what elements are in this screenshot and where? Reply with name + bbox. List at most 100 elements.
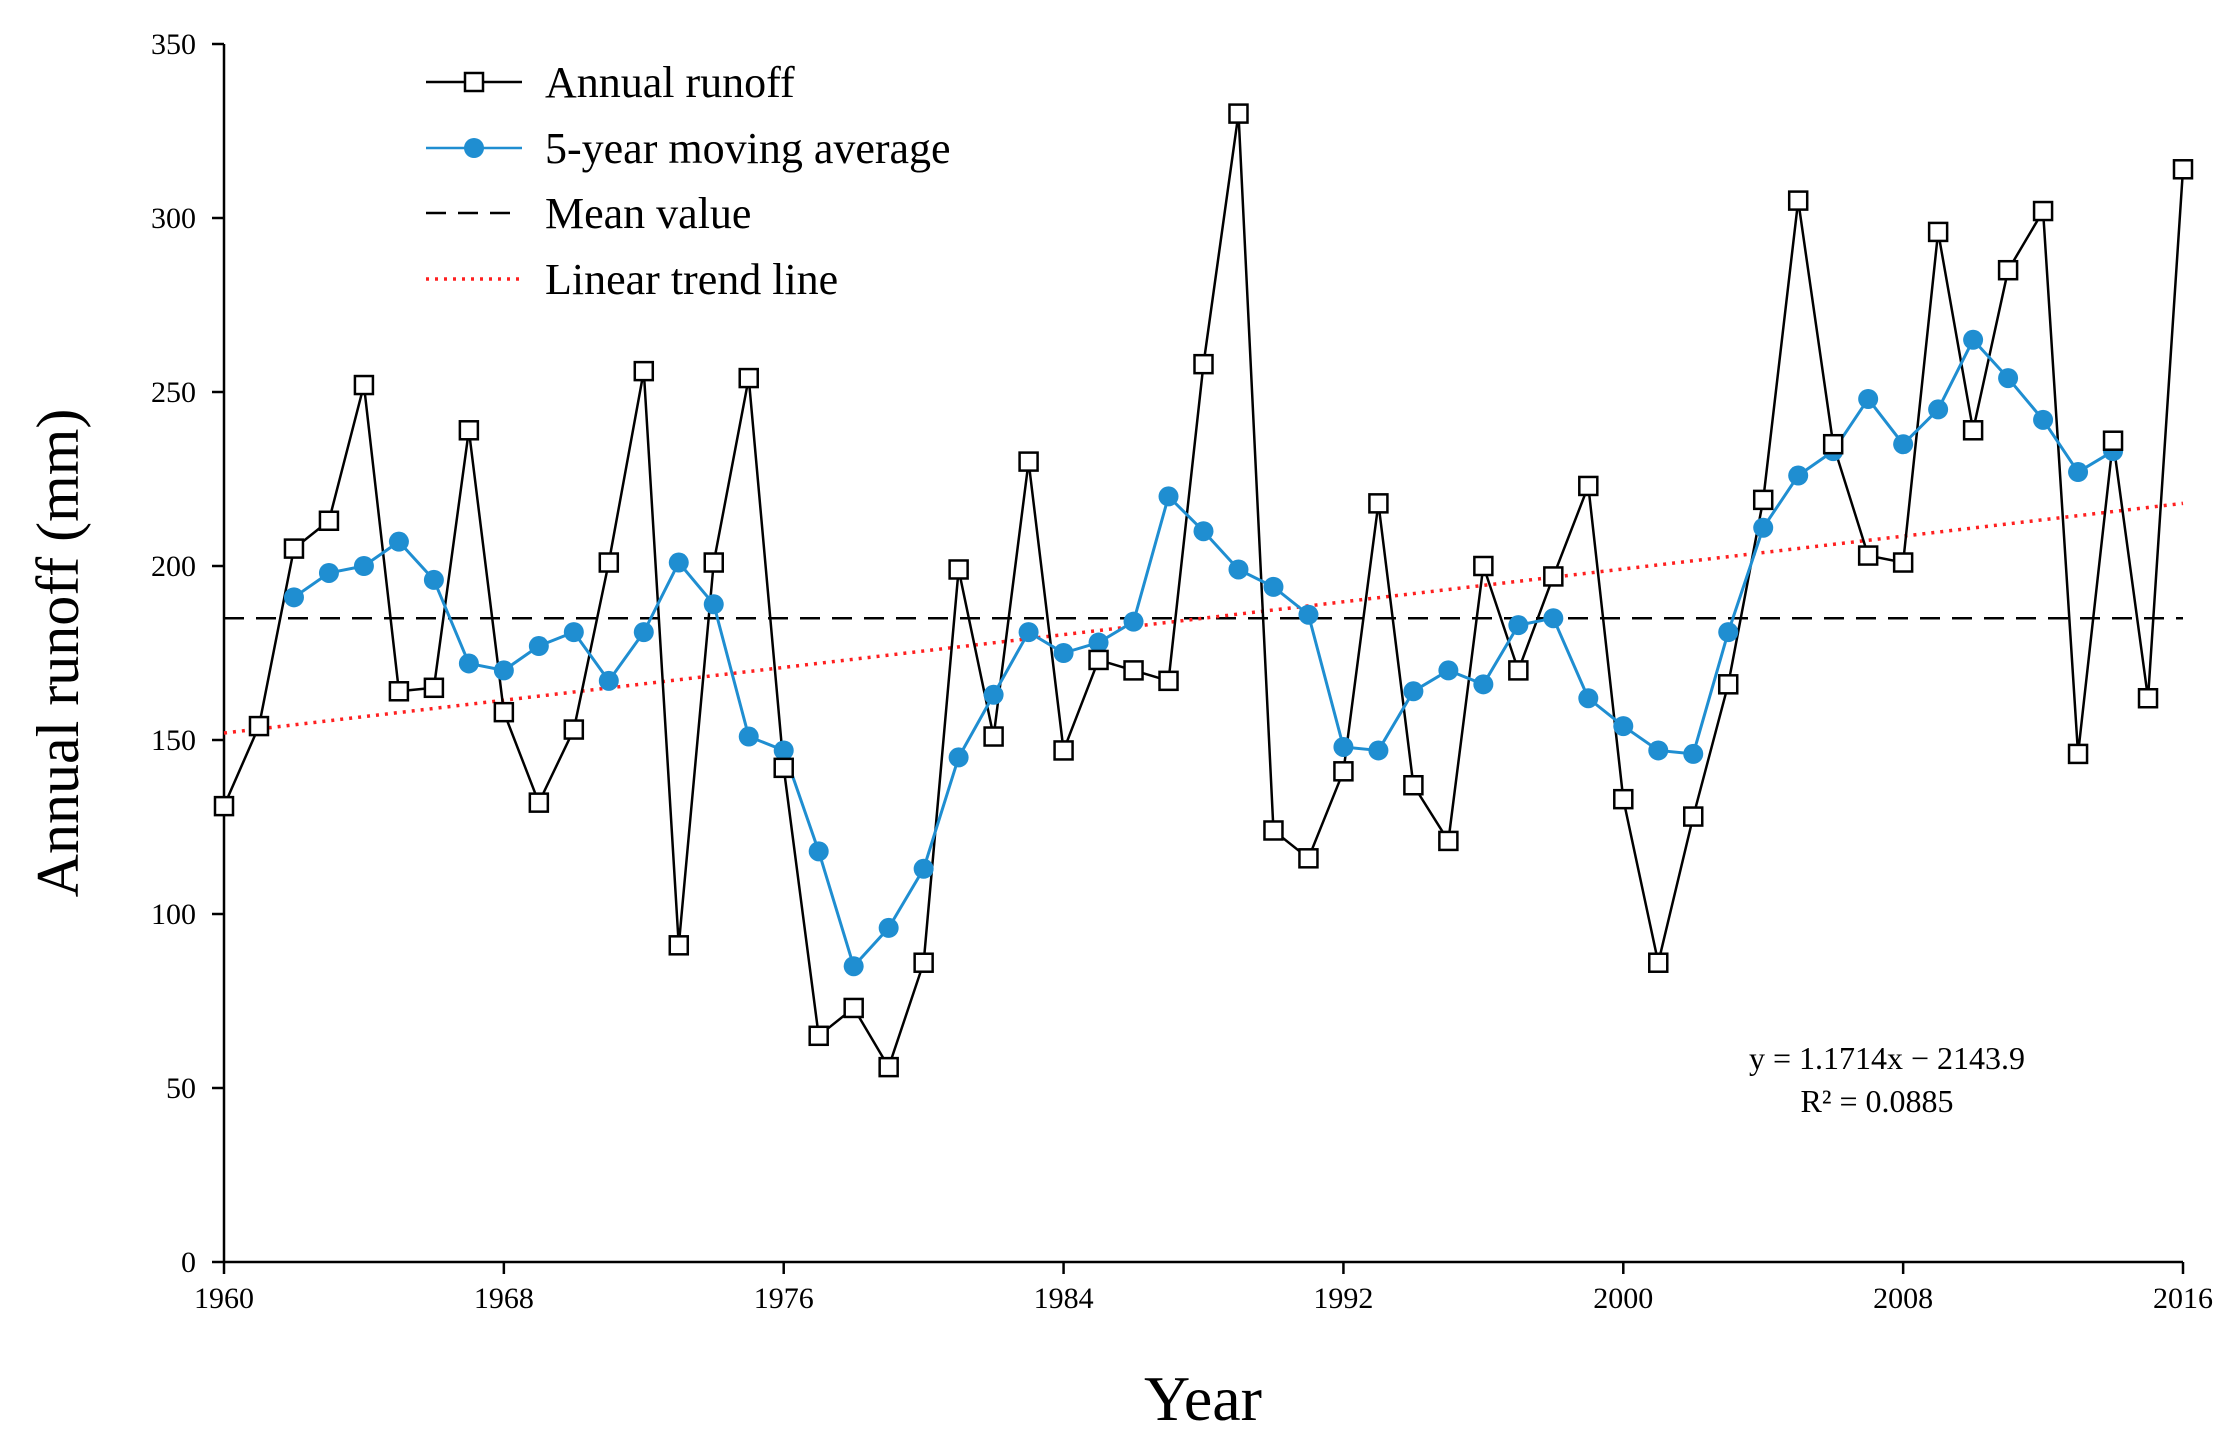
moving-average-point xyxy=(2068,462,2089,483)
y-tick-label: 50 xyxy=(166,1072,196,1105)
series-lines xyxy=(222,112,2185,1069)
moving-average-point xyxy=(1963,329,1984,350)
moving-average-point xyxy=(703,594,724,615)
x-tick-label: 1968 xyxy=(474,1282,534,1315)
annual-runoff-point xyxy=(1298,848,1319,869)
moving-average-point xyxy=(1123,611,1144,632)
moving-average-point xyxy=(318,562,339,583)
moving-average-point xyxy=(808,841,829,862)
moving-average-point xyxy=(1683,743,1704,764)
annual-runoff-point xyxy=(388,681,410,702)
annual-runoff-point xyxy=(1683,806,1704,827)
annual-runoff-point xyxy=(598,552,620,573)
annual-runoff-point xyxy=(1962,420,1984,441)
moving-average-point xyxy=(1998,368,2019,389)
annual-runoff-point xyxy=(1158,670,1179,692)
moving-average-point xyxy=(598,670,619,691)
annual-runoff-line xyxy=(222,112,2185,1069)
series-markers xyxy=(213,103,2194,1078)
y-axis-title: Annual runoff (mm) xyxy=(25,409,91,898)
moving-average-point xyxy=(668,552,689,573)
y-axis-ticks: 0 50 100 150 200 250 300 350 xyxy=(151,28,224,1279)
moving-average-point xyxy=(633,622,654,643)
annual-runoff-point xyxy=(1752,489,1774,511)
moving-average-point xyxy=(1053,643,1074,663)
annual-runoff-point xyxy=(948,559,969,580)
x-axis-ticks: 1960 1968 1976 1984 1992 2000 2008 2016 xyxy=(194,1262,2213,1315)
moving-average-point xyxy=(1158,486,1179,507)
moving-average-point xyxy=(388,531,409,552)
annual-runoff-point xyxy=(213,795,235,817)
annual-runoff-point xyxy=(1613,788,1634,810)
moving-average-line xyxy=(293,338,2114,968)
legend-label-annual-runoff: Annual runoff xyxy=(545,58,795,107)
annual-runoff-point xyxy=(703,552,724,573)
moving-average-point xyxy=(773,740,794,761)
annual-runoff-point xyxy=(283,538,305,559)
moving-average-point xyxy=(948,747,969,768)
annual-runoff-point xyxy=(1787,190,1809,211)
annual-runoff-point xyxy=(2137,687,2159,709)
y-tick-label: 200 xyxy=(151,550,196,583)
annual-runoff-point xyxy=(1648,952,1669,973)
annual-runoff-point xyxy=(633,360,655,382)
annual-runoff-point xyxy=(493,701,515,723)
moving-average-point xyxy=(283,587,304,608)
annual-runoff-point xyxy=(423,677,445,699)
x-tick-label: 2016 xyxy=(2153,1282,2213,1315)
moving-average-point xyxy=(1718,622,1739,643)
annual-runoff-point xyxy=(1927,221,1949,243)
annual-runoff-point xyxy=(1088,649,1109,671)
legend: Annual runoff 5-year moving average Mean… xyxy=(426,58,951,304)
moving-average-point xyxy=(1788,465,1809,486)
moving-average-point xyxy=(1648,740,1669,761)
moving-average-point xyxy=(528,636,549,657)
annual-runoff-point xyxy=(458,420,480,441)
y-tick-label: 100 xyxy=(151,898,196,931)
x-tick-label: 1976 xyxy=(754,1282,814,1315)
annual-runoff-point xyxy=(668,935,690,956)
trend-r-squared: R² = 0.0885 xyxy=(1801,1083,1954,1119)
legend-circle-marker xyxy=(464,138,484,158)
x-tick-label: 2000 xyxy=(1593,1282,1653,1315)
moving-average-point xyxy=(1088,632,1109,653)
moving-average-point xyxy=(563,622,584,643)
y-tick-label: 300 xyxy=(151,202,196,235)
annual-runoff-point xyxy=(2067,743,2089,765)
moving-average-point xyxy=(1403,681,1424,702)
moving-average-point xyxy=(1753,517,1774,538)
moving-average-point xyxy=(1193,521,1214,542)
annual-runoff-point xyxy=(1368,493,1389,514)
annual-runoff-point xyxy=(913,952,934,973)
annual-runoff-point xyxy=(2172,159,2194,180)
moving-average-point xyxy=(1473,674,1494,695)
moving-average-point xyxy=(738,726,759,747)
moving-average-point xyxy=(1263,576,1284,597)
moving-average-point xyxy=(1333,736,1354,757)
moving-average-point xyxy=(458,653,479,674)
annual-runoff-point xyxy=(1123,660,1144,681)
annual-runoff-point xyxy=(563,719,585,740)
moving-average-point xyxy=(1578,688,1599,709)
legend-label-trend-line: Linear trend line xyxy=(545,255,838,304)
moving-average-point xyxy=(843,956,864,977)
annual-runoff-point xyxy=(2032,200,2054,222)
annual-runoff-point xyxy=(1822,433,1844,455)
y-tick-label: 0 xyxy=(181,1246,196,1279)
legend-label-moving-average: 5-year moving average xyxy=(545,124,951,173)
moving-average-point xyxy=(878,917,899,938)
moving-average-point xyxy=(983,684,1004,705)
x-axis-title: Year xyxy=(1144,1363,1262,1434)
annual-runoff-point xyxy=(1543,566,1564,587)
legend-square-marker xyxy=(463,71,485,93)
annual-runoff-point xyxy=(1892,552,1914,573)
annual-runoff-point xyxy=(878,1056,899,1078)
moving-average-point xyxy=(353,556,374,576)
annual-runoff-point xyxy=(2102,430,2124,451)
annual-runoff-point xyxy=(248,715,270,737)
annual-runoff-point xyxy=(738,367,759,389)
annual-runoff-point xyxy=(1473,555,1494,577)
annual-runoff-point xyxy=(1333,761,1354,782)
reference-lines xyxy=(223,501,2184,735)
